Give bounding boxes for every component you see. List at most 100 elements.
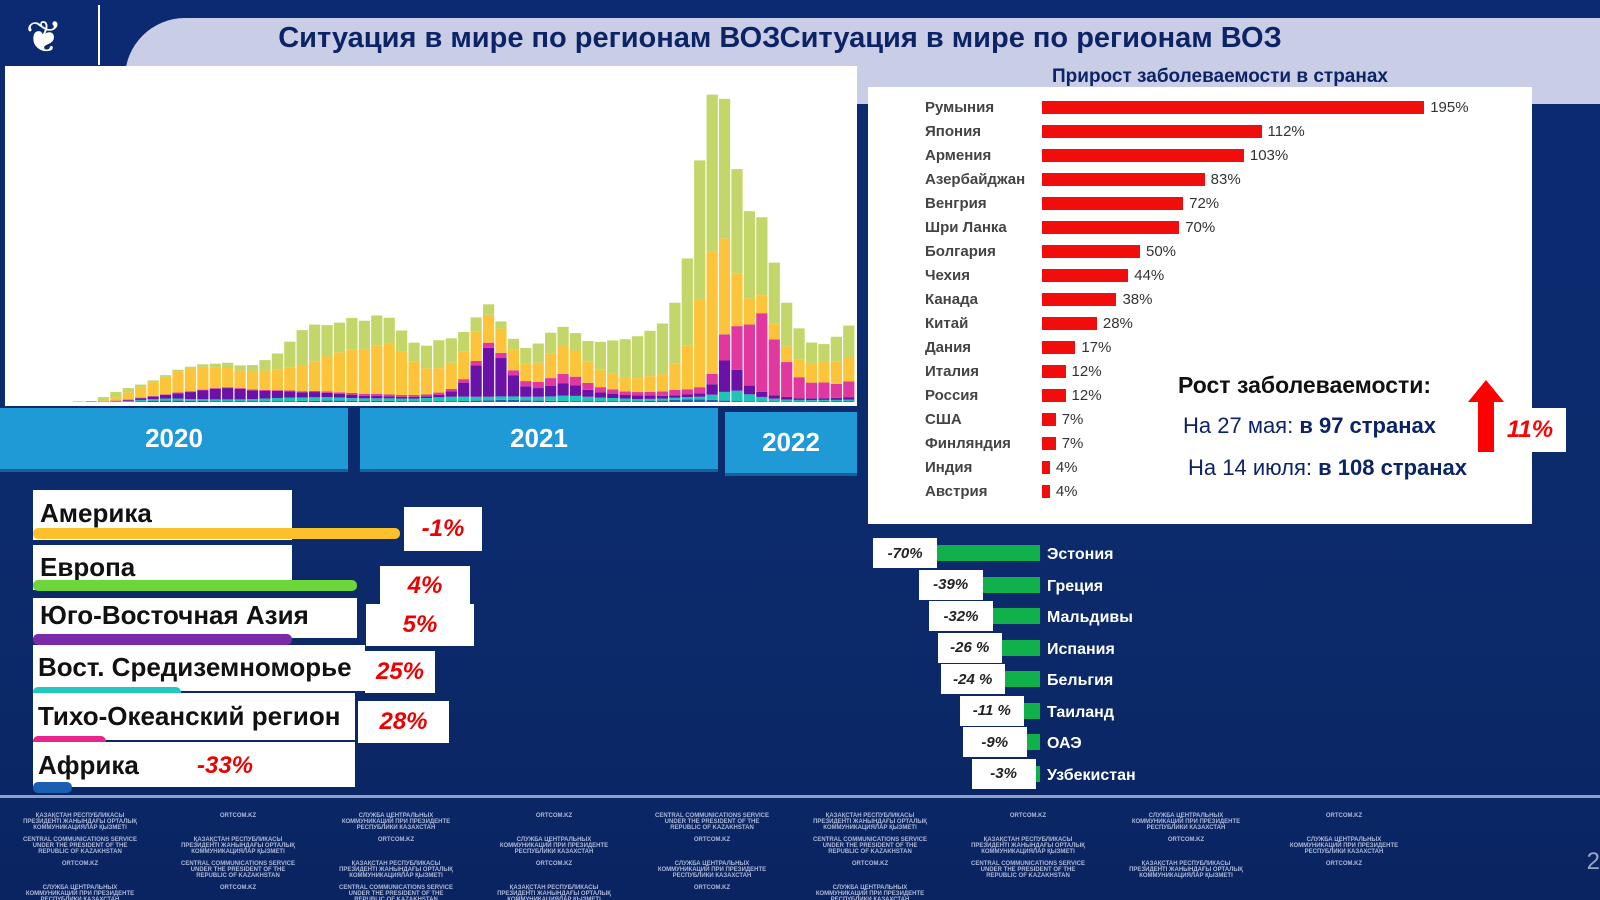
growth-july-value: в 108 странах	[1318, 455, 1468, 480]
bar-segment-3	[818, 382, 830, 399]
bar-segment-3	[209, 388, 221, 389]
watermark-text: ORTCOM.KZ	[1325, 861, 1363, 867]
bar-segment-2	[507, 375, 520, 397]
country-value: 7%	[1061, 435, 1084, 452]
country-label: Китай	[925, 315, 969, 332]
bar-segment-5	[532, 343, 544, 363]
decline-value: -3%	[971, 758, 1036, 789]
bar-segment-3	[159, 394, 172, 396]
watermark-text: ORTCOM.KZ	[535, 813, 573, 819]
bar-segment-5	[184, 366, 197, 369]
bar-segment-2	[495, 358, 507, 397]
bar-segment-4	[284, 367, 296, 391]
country-label: Венгрия	[925, 195, 987, 212]
bar-segment-0	[458, 400, 470, 402]
bar-segment-5	[756, 217, 768, 296]
bar-segment-3	[619, 391, 631, 396]
bar-segment-3	[793, 377, 805, 399]
decline-country: Греция	[1047, 577, 1104, 595]
country-bar	[1042, 461, 1050, 474]
bar-segment-1	[333, 397, 346, 401]
bar-segment-4	[545, 353, 557, 379]
footer-divider	[0, 795, 1600, 798]
watermark-text: ҚАЗАҚСТАН РЕСПУБЛИКАСЫ ПРЕЗИДЕНТІ ЖАНЫНД…	[1129, 861, 1243, 879]
bar-segment-5	[495, 321, 507, 329]
watermark-text: ORTCOM.KZ	[61, 861, 99, 867]
region-box	[33, 598, 357, 638]
bar-segment-3	[830, 383, 842, 398]
country-label: США	[925, 411, 962, 428]
bar-segment-1	[557, 395, 569, 401]
bar-segment-4	[371, 345, 383, 394]
bar-segment-2	[706, 384, 718, 395]
bar-segment-2	[545, 385, 557, 397]
decline-bar	[1023, 702, 1040, 719]
bar-segment-0	[420, 401, 433, 402]
bar-segment-1	[147, 399, 159, 401]
bar-segment-1	[805, 400, 818, 402]
bar-segment-1	[358, 398, 370, 401]
country-label: Япония	[925, 123, 982, 140]
bar-segment-4	[594, 369, 606, 388]
bar-segment-3	[309, 390, 321, 393]
bar-segment-4	[408, 361, 420, 396]
bar-segment-0	[309, 400, 321, 402]
bar-segment-0	[532, 400, 544, 402]
bar-segment-0	[731, 401, 743, 402]
bar-segment-1	[470, 396, 482, 401]
country-label: Финляндия	[925, 435, 1011, 452]
decline-bar	[982, 576, 1040, 593]
bar-segment-3	[135, 397, 147, 399]
bar-segment-2	[197, 390, 209, 400]
bar-segment-4	[520, 363, 532, 382]
bar-segment-1	[209, 399, 221, 402]
decline-bar	[937, 545, 1040, 561]
bar-segment-4	[135, 387, 147, 398]
bar-segment-1	[619, 398, 631, 402]
bar-segment-4	[495, 328, 507, 353]
bar-segment-0	[433, 401, 445, 402]
bar-segment-2	[793, 398, 805, 400]
country-value: 4%	[1055, 483, 1078, 500]
watermark-text: ҚАЗАҚСТАН РЕСПУБЛИКАСЫ ПРЕЗИДЕНТІ ЖАНЫНД…	[971, 837, 1085, 855]
bar-segment-3	[259, 389, 271, 391]
bar-segment-1	[296, 397, 308, 401]
bar-segment-0	[172, 400, 184, 402]
bar-segment-3	[321, 391, 333, 393]
bar-segment-5	[582, 340, 594, 362]
bar-segment-4	[184, 368, 197, 392]
decline-country: ОАЭ	[1047, 735, 1082, 752]
bar-segment-3	[284, 390, 296, 392]
bar-segment-3	[122, 399, 134, 400]
watermark-text: CENTRAL COMMUNICATIONS SERVICE UNDER THE…	[812, 837, 927, 855]
bar-segment-0	[495, 399, 507, 402]
bar-segment-1	[656, 398, 669, 401]
decline-value: -32%	[928, 601, 993, 631]
bar-segment-5	[346, 317, 358, 350]
bar-segment-2	[781, 396, 793, 400]
country-value: 12%	[1071, 387, 1102, 404]
bar-segment-0	[507, 399, 520, 402]
bar-segment-2	[843, 397, 855, 400]
bar-segment-2	[805, 398, 818, 401]
bar-segment-2	[607, 393, 619, 398]
bar-segment-1	[718, 391, 731, 401]
country-value: 17%	[1081, 339, 1112, 356]
region-change-value: 25%	[365, 651, 435, 693]
country-label: Чехия	[925, 267, 970, 284]
bar-segment-2	[346, 394, 358, 399]
country-label: Армения	[925, 147, 992, 164]
bar-segment-4	[805, 363, 818, 383]
bar-segment-0	[184, 400, 197, 402]
watermark-text: ҚАЗАҚСТАН РЕСПУБЛИКАСЫ ПРЕЗИДЕНТІ ЖАНЫНД…	[23, 813, 137, 831]
region-box	[33, 742, 355, 787]
decline-country: Испания	[1047, 640, 1115, 658]
bar-segment-4	[209, 367, 221, 389]
bar-segment-4	[333, 352, 346, 393]
bar-segment-5	[408, 342, 420, 362]
bar-segment-0	[781, 401, 793, 402]
bar-segment-3	[383, 394, 395, 397]
bar-segment-0	[371, 400, 383, 402]
year-2022: 2022	[725, 412, 857, 476]
page-number: 2	[1586, 848, 1600, 875]
